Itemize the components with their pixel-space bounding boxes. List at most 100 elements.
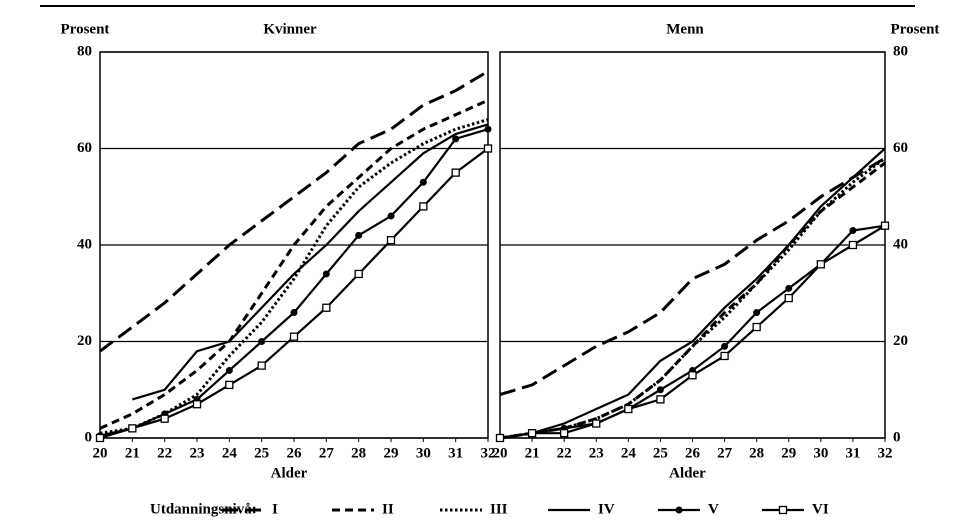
marker [355, 231, 363, 239]
series-line [99, 118, 489, 435]
marker [95, 433, 105, 443]
x-tick-label: 30 [416, 445, 431, 461]
marker [721, 342, 729, 350]
x-tick-label: 24 [621, 445, 637, 461]
chart-title: Kvinner [263, 21, 317, 37]
marker [451, 168, 460, 177]
marker [290, 309, 298, 317]
series-line [499, 224, 886, 440]
marker [688, 371, 697, 380]
y-tick-label: 0 [893, 429, 901, 445]
marker [354, 269, 363, 279]
series-line [99, 98, 489, 430]
marker [880, 221, 890, 230]
marker [419, 202, 428, 211]
x-tick-label: 23 [589, 445, 604, 461]
legend-label: III [490, 501, 508, 517]
x-tick-label: 22 [557, 445, 572, 461]
x-tick-label: 29 [781, 445, 796, 461]
x-tick-label: 25 [254, 445, 269, 461]
marker [322, 270, 330, 278]
marker [560, 429, 569, 438]
marker [289, 332, 299, 341]
marker [527, 429, 537, 438]
series-line [499, 156, 886, 397]
x-axis-label: Alder [271, 465, 308, 481]
y-tick-label: 20 [893, 333, 908, 349]
marker [848, 240, 858, 250]
x-tick-label: 27 [319, 445, 335, 461]
marker [257, 361, 266, 370]
legend-label: I [272, 501, 278, 517]
marker [849, 227, 857, 235]
y-tick-label: 60 [77, 140, 92, 156]
series-line [99, 128, 489, 437]
marker [225, 380, 234, 390]
marker [752, 322, 761, 332]
x-tick-label: 22 [157, 445, 172, 461]
x-tick-label: 31 [448, 445, 463, 461]
x-tick-label: 30 [813, 445, 828, 461]
y-tick-label: 80 [893, 43, 908, 59]
y-tick-label: 0 [85, 429, 93, 445]
x-tick-label: 32 [878, 445, 893, 461]
x-tick-label: 24 [222, 445, 238, 461]
x-tick-label: 20 [93, 445, 108, 461]
x-tick-label: 26 [287, 445, 303, 461]
x-tick-label: 21 [525, 445, 540, 461]
marker [128, 424, 137, 433]
series-line [132, 123, 489, 401]
marker [624, 404, 633, 414]
marker [753, 309, 761, 317]
marker [592, 419, 601, 428]
legend-label: IV [598, 501, 615, 517]
marker [656, 395, 665, 404]
y-tick-label: 80 [77, 43, 92, 59]
marker [816, 260, 825, 269]
marker [484, 125, 492, 133]
series-line [99, 147, 489, 440]
legend-label: V [708, 501, 719, 517]
marker [784, 293, 793, 303]
marker [160, 414, 169, 423]
x-tick-label: 32 [481, 445, 496, 461]
legend-title: Utdanningsnivå: [150, 501, 257, 517]
y-tick-label: 40 [893, 236, 908, 252]
x-tick-label: 31 [845, 445, 860, 461]
x-tick-label: 20 [493, 445, 508, 461]
x-tick-label: 23 [190, 445, 205, 461]
x-tick-label: 27 [717, 445, 733, 461]
series-line [499, 147, 886, 440]
marker [495, 433, 505, 443]
x-tick-label: 25 [653, 445, 668, 461]
x-tick-label: 21 [125, 445, 140, 461]
y-axis-label: Prosent [61, 21, 110, 37]
x-tick-label: 28 [351, 445, 366, 461]
legend-marker [778, 505, 788, 515]
legend-marker [675, 506, 683, 514]
marker [483, 144, 493, 153]
marker [258, 338, 266, 345]
legend-label: VI [812, 501, 829, 517]
chart-title: Menn [666, 21, 704, 37]
marker [785, 284, 793, 292]
y-axis-label: Prosent [891, 21, 940, 37]
legend-label: II [382, 501, 394, 517]
x-tick-label: 26 [685, 445, 701, 461]
x-axis-label: Alder [669, 465, 706, 481]
marker [192, 400, 202, 409]
marker [225, 366, 233, 374]
marker [452, 135, 460, 143]
x-tick-label: 28 [749, 445, 764, 461]
marker [322, 303, 331, 312]
series-line [99, 70, 489, 353]
marker [656, 386, 664, 394]
y-tick-label: 60 [893, 140, 908, 156]
x-tick-label: 29 [384, 445, 399, 461]
marker [387, 212, 395, 220]
y-tick-label: 40 [77, 236, 92, 252]
marker [386, 236, 396, 245]
y-tick-label: 20 [77, 333, 92, 349]
marker [419, 178, 427, 186]
